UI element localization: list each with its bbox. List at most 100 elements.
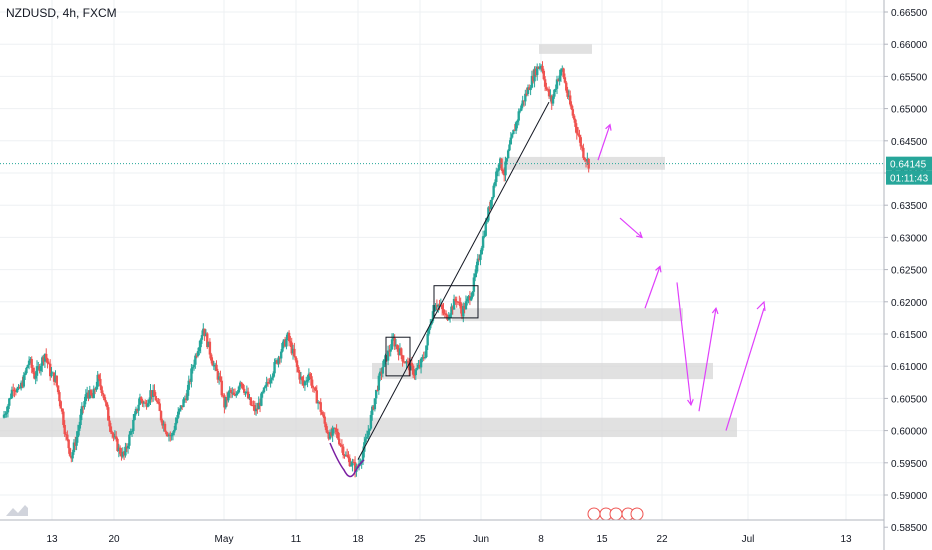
candle-body: [520, 105, 523, 111]
candle-body: [456, 301, 460, 303]
candle-body: [476, 258, 480, 266]
candle-body: [565, 82, 568, 91]
candle-body: [553, 89, 556, 97]
candle-body: [302, 380, 305, 386]
candle-body: [211, 360, 214, 366]
candle-body: [27, 360, 31, 366]
candle-body: [268, 382, 271, 384]
economic-event-marker: [630, 507, 644, 521]
candle-body: [373, 398, 377, 410]
candle-body: [580, 146, 584, 148]
candle-body: [349, 465, 353, 467]
candle-body: [429, 324, 432, 329]
candle-body: [257, 402, 260, 410]
candle-body: [208, 341, 212, 355]
candle-body: [543, 79, 547, 87]
current-price-label: 0.64145: [890, 160, 927, 171]
candle-body: [236, 392, 239, 394]
candle-body: [272, 373, 275, 378]
candle-body: [381, 366, 384, 374]
candle-body: [417, 364, 420, 368]
candle-body: [459, 302, 462, 309]
candle-body: [401, 355, 404, 362]
candle-body: [195, 355, 198, 357]
candle-body: [443, 313, 447, 315]
candle-body: [316, 401, 320, 404]
projection-arrowhead: [687, 399, 694, 407]
candle-body: [128, 434, 131, 446]
candle-body: [570, 104, 573, 110]
candle-body: [404, 362, 407, 364]
candle-body: [204, 333, 208, 337]
candle-body: [442, 309, 445, 314]
candle-body: [517, 111, 520, 121]
candle-body: [202, 328, 205, 336]
candle-body: [303, 381, 307, 386]
time-axis-panel: [0, 520, 884, 550]
candle-body: [84, 394, 88, 402]
candle-body: [146, 403, 150, 407]
candle-body: [54, 375, 57, 382]
candle-body: [224, 396, 227, 408]
candle-body: [161, 420, 164, 426]
candle-body: [43, 353, 47, 362]
candle-body: [262, 387, 266, 393]
candle-body: [30, 359, 33, 368]
candle-body: [56, 385, 60, 393]
candle-body: [287, 332, 291, 342]
candle-body: [310, 376, 313, 386]
candle-body: [382, 359, 386, 367]
candle-body: [89, 390, 93, 395]
candle-body: [31, 367, 35, 373]
candle-body: [116, 438, 119, 451]
candle-body: [142, 402, 146, 404]
candle-body: [58, 392, 61, 402]
candle-body: [475, 265, 478, 274]
candle-body: [97, 374, 101, 379]
candle-body: [491, 197, 494, 200]
candle-body: [290, 342, 293, 354]
candle-body: [38, 366, 41, 372]
candle-body: [294, 356, 297, 361]
candle-body: [117, 447, 121, 451]
candle-body: [91, 394, 94, 399]
candle-body: [468, 296, 472, 301]
candle-body: [19, 382, 23, 389]
candle-body: [68, 448, 72, 456]
price-tick-label: 0.66000: [891, 40, 928, 51]
candle-body: [171, 432, 175, 436]
price-tick-label: 0.58500: [891, 523, 928, 534]
candle-body: [526, 87, 530, 94]
candle-body: [75, 437, 78, 446]
candle-body: [410, 362, 414, 366]
projection-arrow: [644, 266, 661, 309]
candle-body: [550, 95, 553, 104]
candle-body: [215, 364, 218, 371]
candle-body: [153, 390, 156, 397]
price-tick-label: 0.64500: [891, 137, 928, 148]
candle-body: [13, 390, 16, 392]
candle-body: [571, 109, 575, 116]
candle-body: [213, 364, 217, 366]
candle-body: [583, 157, 586, 160]
candle-body: [122, 451, 126, 456]
candle-body: [184, 398, 188, 401]
candle-body: [264, 385, 267, 388]
candle-body: [298, 371, 301, 380]
candle-body: [563, 77, 567, 83]
candle-body: [539, 65, 543, 67]
candle-body: [380, 371, 383, 374]
candle-body: [319, 402, 322, 412]
candle-body: [351, 461, 354, 466]
candle-body: [555, 79, 559, 89]
price-tick-label: 0.59500: [891, 459, 928, 470]
candle-body: [179, 405, 183, 409]
candle-body: [467, 296, 470, 299]
candle-body: [315, 390, 318, 404]
countdown-badge: [886, 170, 932, 185]
candle-body: [192, 364, 196, 368]
candle-body: [243, 388, 246, 393]
candle-body: [5, 412, 8, 414]
candle-body: [562, 68, 565, 78]
